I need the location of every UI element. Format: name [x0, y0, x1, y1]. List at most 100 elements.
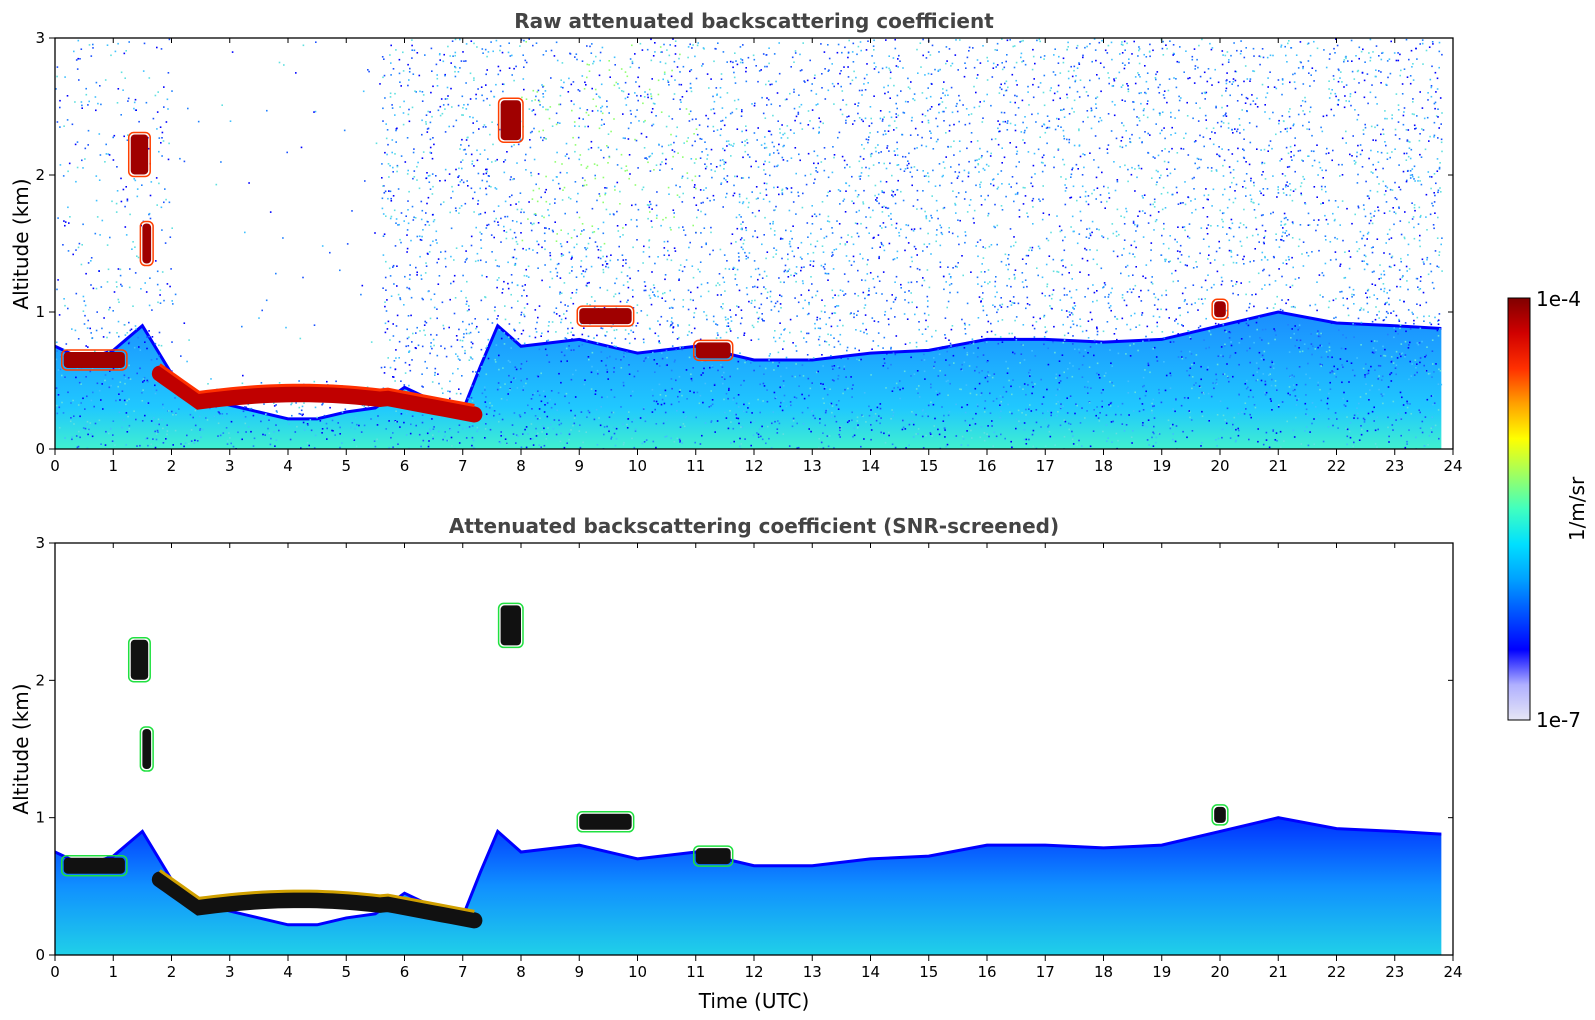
speckle	[472, 197, 474, 200]
speckle	[1251, 234, 1254, 237]
speckle	[1299, 339, 1302, 342]
speckle	[1020, 343, 1023, 346]
speckle	[601, 396, 603, 399]
speckle	[1228, 59, 1230, 61]
speckle	[930, 386, 932, 389]
speckle	[910, 420, 913, 422]
speckle	[1374, 443, 1377, 445]
speckle	[1094, 49, 1097, 51]
speckle	[102, 336, 105, 338]
speckle	[816, 290, 819, 293]
speckle	[127, 97, 130, 100]
speckle	[801, 69, 803, 71]
speckle	[1291, 221, 1294, 223]
speckle	[1102, 330, 1105, 333]
speckle	[1242, 148, 1244, 150]
speckle	[580, 265, 582, 268]
speckle	[521, 285, 524, 287]
speckle	[1372, 139, 1374, 141]
speckle	[1202, 392, 1204, 394]
speckle	[1237, 84, 1239, 87]
speckle	[549, 286, 551, 288]
speckle	[1398, 320, 1401, 322]
speckle	[818, 213, 821, 216]
speckle	[580, 260, 583, 262]
speckle	[657, 93, 660, 96]
speckle	[487, 338, 490, 341]
speckle	[851, 411, 853, 414]
speckle	[1199, 107, 1201, 109]
speckle	[786, 160, 789, 162]
speckle	[263, 403, 265, 405]
speckle	[1145, 80, 1148, 83]
speckle	[679, 186, 681, 188]
speckle	[1033, 78, 1035, 80]
speckle	[1108, 293, 1110, 296]
speckle	[162, 403, 164, 406]
speckle	[133, 178, 135, 180]
speckle	[128, 424, 131, 427]
speckle	[589, 304, 591, 306]
speckle	[734, 52, 736, 54]
speckle	[163, 299, 165, 302]
speckle	[463, 333, 465, 335]
speckle	[398, 357, 400, 359]
speckle	[522, 433, 524, 435]
speckle	[171, 90, 173, 92]
speckle	[1029, 375, 1031, 377]
speckle	[1299, 224, 1302, 226]
speckle	[1217, 355, 1220, 357]
speckle	[1193, 362, 1195, 364]
speckle	[56, 350, 58, 352]
speckle	[1321, 272, 1324, 274]
speckle	[161, 419, 163, 421]
speckle	[337, 422, 339, 424]
speckle	[1119, 53, 1121, 55]
speckle	[791, 425, 794, 428]
speckle	[960, 388, 962, 391]
speckle	[508, 196, 511, 198]
speckle	[544, 137, 547, 140]
speckle	[1143, 53, 1145, 56]
speckle	[931, 83, 933, 85]
speckle	[411, 205, 414, 208]
speckle	[550, 49, 553, 52]
speckle	[1419, 357, 1422, 359]
speckle	[818, 438, 820, 440]
speckle	[584, 125, 586, 128]
speckle	[582, 118, 584, 120]
speckle	[735, 314, 737, 316]
speckle	[75, 59, 78, 61]
speckle	[480, 86, 483, 88]
speckle	[850, 264, 853, 266]
speckle	[432, 437, 434, 440]
speckle	[586, 247, 589, 249]
speckle	[602, 221, 605, 224]
speckle	[1439, 162, 1441, 164]
speckle	[651, 152, 653, 155]
speckle	[1245, 173, 1248, 175]
speckle	[573, 334, 575, 337]
speckle	[1163, 127, 1165, 129]
speckle	[1205, 347, 1207, 350]
speckle	[613, 426, 615, 429]
speckle	[1288, 258, 1290, 261]
speckle	[1024, 129, 1026, 132]
speckle	[740, 443, 742, 445]
speckle	[1011, 393, 1013, 396]
speckle	[962, 104, 964, 106]
speckle	[794, 297, 796, 299]
speckle	[1053, 166, 1055, 169]
speckle	[161, 271, 164, 273]
speckle	[1008, 278, 1011, 280]
speckle	[565, 310, 568, 312]
speckle	[183, 322, 186, 324]
speckle	[399, 297, 401, 299]
speckle	[660, 224, 662, 227]
speckle	[692, 44, 694, 46]
speckle	[1163, 337, 1166, 339]
speckle	[1408, 147, 1411, 149]
speckle	[601, 46, 604, 49]
speckle	[356, 423, 358, 426]
speckle	[1064, 236, 1066, 238]
